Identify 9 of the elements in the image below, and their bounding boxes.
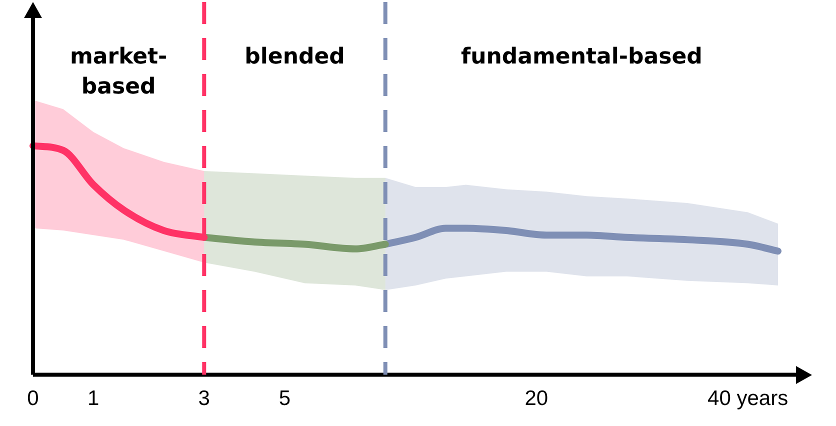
text: market-based [70,44,168,100]
x-tick-label: 40 years [708,387,788,410]
x-tick-label: 0 [27,387,39,410]
text: blended [244,44,345,70]
x-tick-label: 1 [88,387,100,410]
x-tick-label: 3 [198,387,210,410]
text: fundamental-based [460,44,702,70]
x-tick-label: 20 [524,387,548,410]
x-tick-label: 5 [278,387,291,410]
